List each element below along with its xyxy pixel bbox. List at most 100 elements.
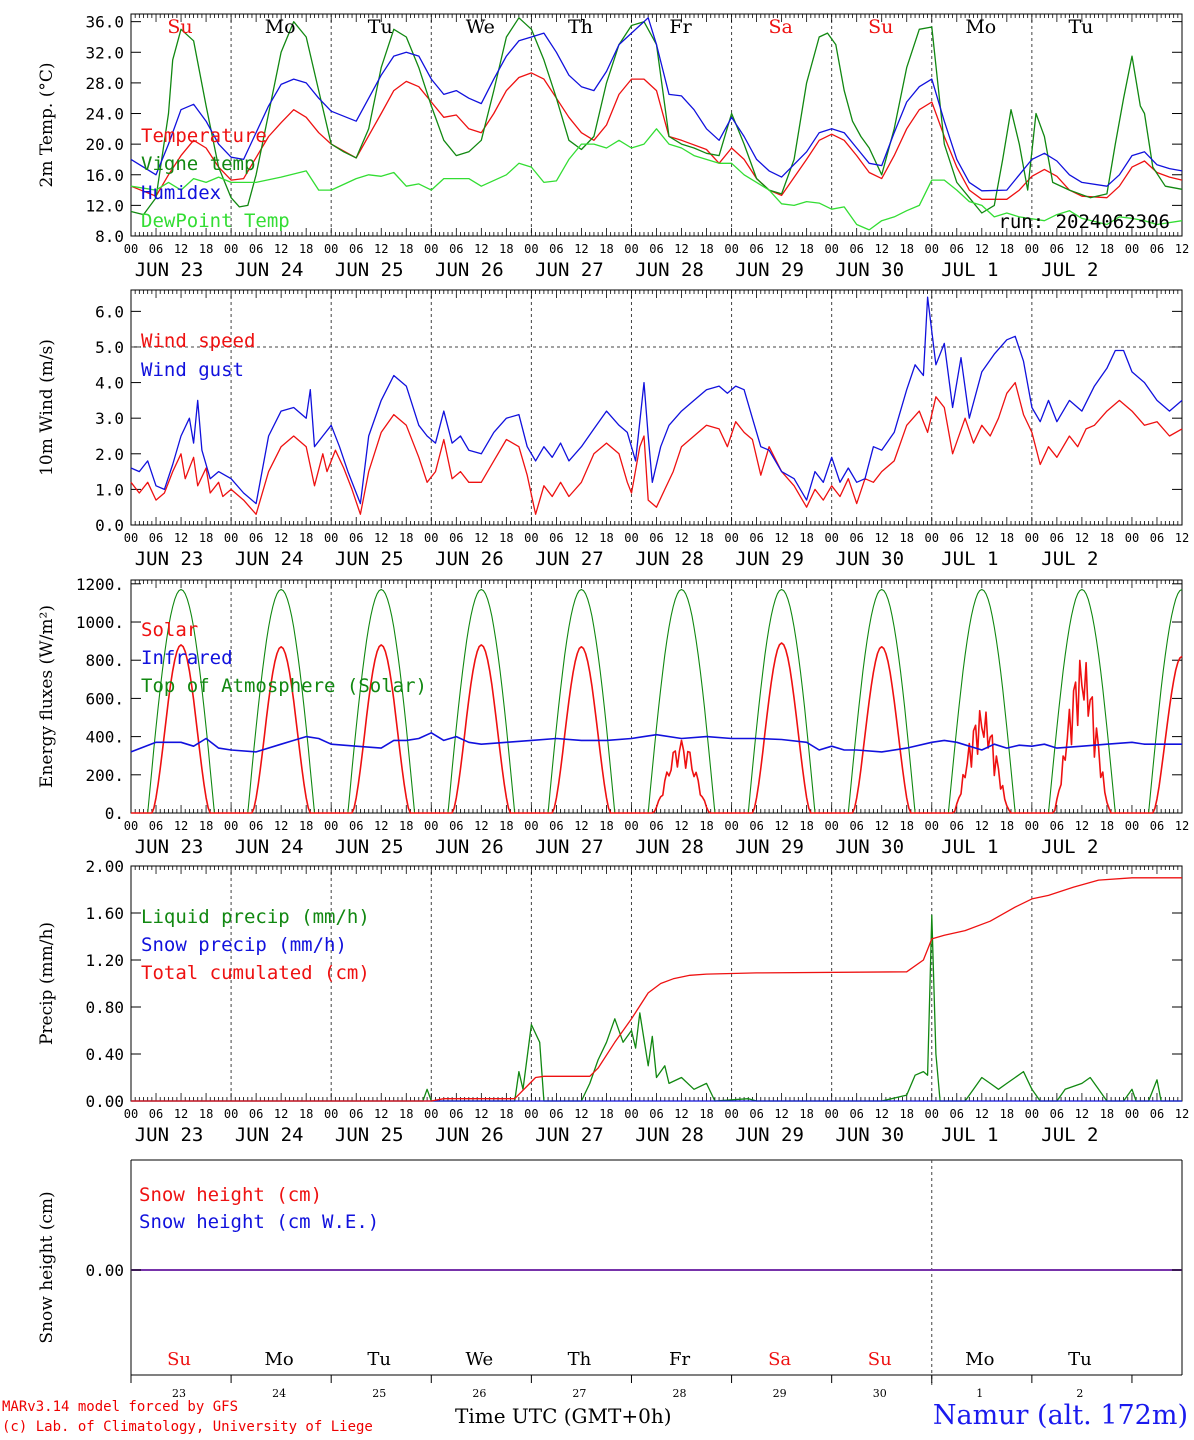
date-label: JUN 28 <box>635 836 704 858</box>
date-label: JUN 26 <box>435 259 504 281</box>
date-label: JUN 25 <box>335 836 404 858</box>
series-line-wind-speed <box>130 381 1183 515</box>
date-label: JUN 29 <box>735 259 804 281</box>
hour-label: 18 <box>1000 242 1014 256</box>
y-tick-label: 0.80 <box>85 998 124 1017</box>
hour-label: 00 <box>224 1107 238 1121</box>
y-axis-label: Energy fluxes (W/m²) <box>37 605 57 788</box>
hour-label: 18 <box>699 819 713 833</box>
day-number-label: 1 <box>976 1387 983 1400</box>
legend-entry: Total cumulated (cm) <box>141 962 370 984</box>
hour-label: 12 <box>574 531 588 545</box>
hour-label: 06 <box>1150 531 1164 545</box>
hour-label: 18 <box>499 1107 513 1121</box>
hour-label: 12 <box>774 531 788 545</box>
weekday-label: Mo <box>265 1349 294 1370</box>
hour-label: 06 <box>849 531 863 545</box>
hour-label: 18 <box>1100 531 1114 545</box>
hour-label: 06 <box>449 819 463 833</box>
hour-label: 12 <box>174 242 188 256</box>
y-tick-label: 20.0 <box>85 135 124 154</box>
hour-label: 18 <box>299 1107 313 1121</box>
hour-label: 18 <box>499 819 513 833</box>
hour-label: 00 <box>424 1107 438 1121</box>
legend-entry: Snow height (cm W.E.) <box>139 1211 379 1233</box>
series-line-dewpoint-temp <box>130 128 1183 231</box>
hour-label: 00 <box>624 531 638 545</box>
y-tick-label: 3.0 <box>95 409 124 428</box>
hour-label: 12 <box>374 1107 388 1121</box>
hour-label: 06 <box>749 242 763 256</box>
hour-label: 12 <box>774 1107 788 1121</box>
hour-label: 12 <box>174 819 188 833</box>
hour-label: 18 <box>900 242 914 256</box>
weekday-label: Tu <box>367 1349 391 1370</box>
date-label: JUN 24 <box>235 548 304 570</box>
hour-label: 06 <box>649 242 663 256</box>
hour-label: 00 <box>925 819 939 833</box>
series-line-toa-solar <box>131 588 1183 814</box>
hour-label: 00 <box>1025 531 1039 545</box>
hour-label: 18 <box>199 531 213 545</box>
hour-label: 12 <box>874 1107 888 1121</box>
hour-label: 18 <box>799 531 813 545</box>
hour-label: 18 <box>900 531 914 545</box>
hour-label: 06 <box>950 819 964 833</box>
hour-label: 00 <box>1125 819 1139 833</box>
date-label: JUN 24 <box>235 259 304 281</box>
hour-label: 18 <box>399 1107 413 1121</box>
hour-label: 18 <box>1000 1107 1014 1121</box>
date-label: JUN 23 <box>135 259 204 281</box>
hour-label: 00 <box>524 242 538 256</box>
hour-label: 06 <box>1150 1107 1164 1121</box>
legend-entry: Snow precip (mm/h) <box>141 934 347 956</box>
series-line-infrared <box>130 731 1182 753</box>
day-number-label: 23 <box>172 1387 186 1400</box>
weekday-label: Th <box>568 1349 592 1370</box>
hour-label: 12 <box>1075 242 1089 256</box>
date-label: JUN 23 <box>135 1124 204 1146</box>
hour-label: 12 <box>1175 242 1189 256</box>
hour-label: 18 <box>900 1107 914 1121</box>
hour-label: 06 <box>449 1107 463 1121</box>
hour-label: 18 <box>499 531 513 545</box>
weekday-label: Fr <box>669 16 692 38</box>
hour-label: 00 <box>1025 242 1039 256</box>
hour-label: 12 <box>174 1107 188 1121</box>
hour-label: 00 <box>324 242 338 256</box>
hour-label: 00 <box>724 1107 738 1121</box>
hour-label: 06 <box>149 242 163 256</box>
hour-label: 18 <box>1100 242 1114 256</box>
date-label: JUL 2 <box>1041 836 1098 858</box>
hour-label: 12 <box>274 242 288 256</box>
hour-label: 06 <box>249 819 263 833</box>
date-label: JUN 30 <box>835 836 904 858</box>
hour-label: 18 <box>799 242 813 256</box>
y-tick-label: 0.00 <box>85 1261 124 1280</box>
date-label: JUN 28 <box>635 1124 704 1146</box>
hour-label: 00 <box>224 531 238 545</box>
hour-label: 12 <box>674 819 688 833</box>
hour-label: 06 <box>849 1107 863 1121</box>
y-tick-label: 2.00 <box>85 857 124 876</box>
hour-label: 06 <box>549 819 563 833</box>
hour-label: 00 <box>1125 531 1139 545</box>
y-axis-label: 10m Wind (m/s) <box>37 339 57 476</box>
hour-label: 12 <box>274 531 288 545</box>
legend-entry: Temperature <box>141 125 267 147</box>
date-label: JUN 27 <box>535 1124 604 1146</box>
date-label: JUN 30 <box>835 1124 904 1146</box>
hour-label: 00 <box>824 1107 838 1121</box>
hour-label: 18 <box>799 819 813 833</box>
hour-label: 00 <box>1125 1107 1139 1121</box>
hour-label: 00 <box>925 242 939 256</box>
hour-label: 18 <box>199 1107 213 1121</box>
date-label: JUN 24 <box>235 1124 304 1146</box>
legend-entry: Infrared <box>141 647 233 669</box>
hour-label: 18 <box>799 1107 813 1121</box>
weekday-label: Sa <box>768 16 792 38</box>
hour-label: 12 <box>874 819 888 833</box>
date-label: JUL 1 <box>941 836 998 858</box>
hour-label: 00 <box>324 531 338 545</box>
hour-label: 06 <box>249 242 263 256</box>
